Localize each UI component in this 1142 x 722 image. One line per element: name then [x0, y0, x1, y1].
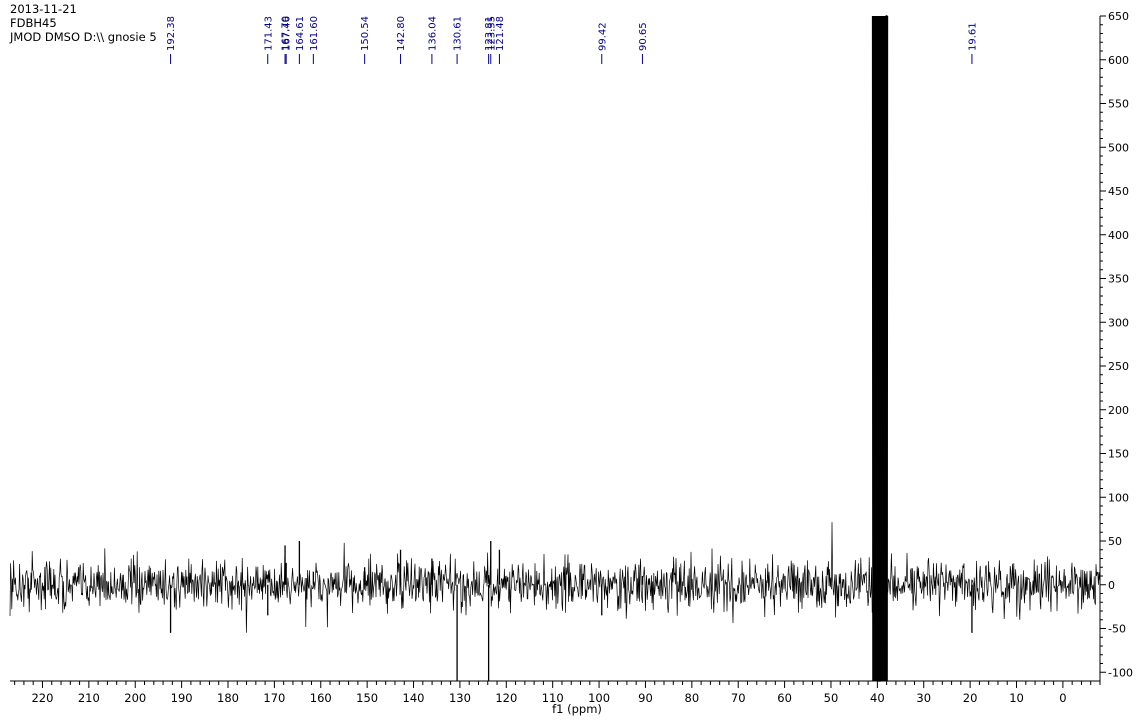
peak-label-text: 164.61	[295, 16, 306, 51]
peak-label: 99.42	[597, 22, 608, 64]
x-tick-label: 190	[171, 691, 193, 705]
peak-label: 123.81	[484, 16, 495, 64]
peak-label-text: 136.04	[427, 16, 438, 51]
peak-label-text: 130.61	[453, 16, 464, 51]
x-tick-label: 170	[263, 691, 285, 705]
y-tick-label: 0	[1108, 579, 1115, 592]
x-tick-label: 50	[824, 691, 839, 705]
x-tick-label: 0	[1059, 691, 1066, 705]
peak-label-text: 19.61	[967, 22, 978, 51]
x-tick-label: 70	[731, 691, 746, 705]
x-tick-label: 110	[542, 691, 564, 705]
peak-label-text: 121.48	[495, 16, 506, 51]
peak-label: 161.60	[309, 16, 320, 64]
spectrum-line-right	[887, 552, 1100, 620]
x-axis: 220 210 200 190 180 170 160 150 140 130 120 110 100 9…	[14, 681, 1101, 716]
x-tick-label: 10	[1009, 691, 1024, 705]
y-tick-label: 250	[1108, 360, 1129, 373]
x-tick-label: 60	[777, 691, 792, 705]
x-tick-label: 100	[588, 691, 610, 705]
peak-label-text: 142.80	[396, 16, 407, 51]
peak-label: 167.70	[281, 16, 292, 64]
peak-label: 19.61	[967, 22, 978, 64]
spectrum-date: 2013-11-21	[10, 2, 77, 16]
x-tick-label: 210	[78, 691, 100, 705]
x-tick-label: 30	[916, 691, 931, 705]
x-tick-label: 80	[685, 691, 700, 705]
sample-name: FDBH45	[10, 16, 57, 30]
peak-label-text: 150.54	[360, 16, 371, 51]
spectrum-trace	[9, 15, 1100, 682]
x-axis-label: f1 (ppm)	[552, 702, 602, 716]
experiment-info: JMOD DMSO D:\\ gnosie 5	[10, 30, 157, 44]
peak-label-text: 161.60	[309, 16, 320, 51]
y-tick-label: 600	[1108, 54, 1129, 67]
peak-label-text: 167.70	[281, 16, 292, 51]
x-tick-label: 120	[495, 691, 517, 705]
x-tick-label: 90	[638, 691, 653, 705]
peak-label-text: 123.35	[486, 16, 497, 51]
x-tick-label: 220	[31, 691, 53, 705]
peak-label: 121.48	[495, 16, 506, 64]
peak-label: 164.61	[295, 16, 306, 64]
peak-label: 123.35	[486, 16, 497, 64]
y-tick-label: -100	[1108, 666, 1133, 679]
x-tick-label: 150	[356, 691, 378, 705]
y-tick-label: 150	[1108, 448, 1129, 461]
x-tick-label: 200	[124, 691, 146, 705]
peak-label-text: 123.81	[484, 16, 495, 51]
peak-label-text: 192.38	[166, 16, 177, 51]
peak-label: 150.54	[360, 16, 371, 64]
peak-label: 171.43	[263, 16, 274, 64]
peak-label-text: 90.65	[638, 22, 649, 51]
peak-label: 90.65	[638, 22, 649, 64]
peak-label-text: 99.42	[597, 22, 608, 51]
x-tick-label: 160	[310, 691, 332, 705]
y-tick-label: 400	[1108, 229, 1129, 242]
peak-label: 167.46	[282, 16, 293, 64]
x-tick-label: 20	[963, 691, 978, 705]
y-tick-label: -50	[1108, 623, 1126, 636]
y-tick-label: 300	[1108, 316, 1129, 329]
peak-label: 136.04	[427, 16, 438, 64]
y-axis: 650600550500450400350300250200150100500-…	[1100, 10, 1133, 679]
y-tick-label: 350	[1108, 273, 1129, 286]
y-tick-label: 500	[1108, 141, 1129, 154]
x-tick-label: 180	[217, 691, 239, 705]
solvent-peak	[871, 15, 889, 682]
y-tick-label: 50	[1108, 535, 1122, 548]
y-tick-label: 450	[1108, 185, 1129, 198]
y-tick-label: 100	[1108, 491, 1129, 504]
peak-label: 130.61	[453, 16, 464, 64]
peak-label: 192.38	[166, 16, 177, 64]
y-tick-label: 200	[1108, 404, 1129, 417]
peak-label: 142.80	[396, 16, 407, 64]
y-tick-label: 650	[1108, 10, 1129, 23]
x-tick-label: 40	[870, 691, 885, 705]
peak-label-text: 167.46	[282, 16, 293, 51]
spectrum-line-left	[9, 522, 873, 633]
y-tick-label: 550	[1108, 98, 1129, 111]
x-tick-label: 140	[403, 691, 425, 705]
peak-label-text: 171.43	[263, 16, 274, 51]
x-tick-label: 130	[449, 691, 471, 705]
